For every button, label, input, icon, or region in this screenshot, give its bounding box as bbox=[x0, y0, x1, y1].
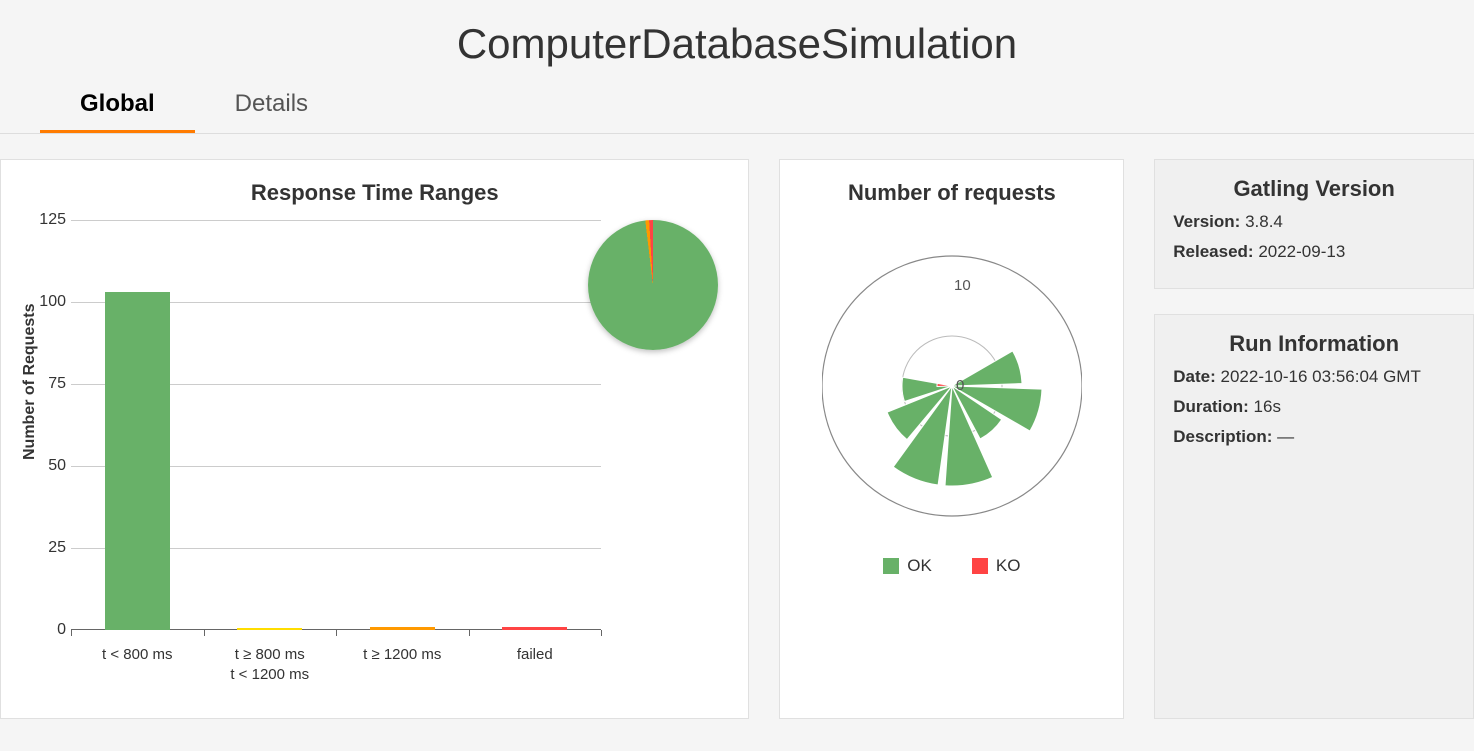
tab-global[interactable]: Global bbox=[40, 78, 195, 133]
tab-details[interactable]: Details bbox=[195, 78, 348, 133]
bar-label-0: t < 800 ms bbox=[77, 645, 197, 665]
released-value: 2022-09-13 bbox=[1258, 242, 1345, 261]
main-content: Response Time Ranges Number of Requests … bbox=[0, 134, 1474, 744]
response-time-barchart: 0255075100125t < 800 mst ≥ 800 mst < 120… bbox=[71, 220, 601, 630]
svg-text:0: 0 bbox=[956, 377, 964, 394]
requests-title: Number of requests bbox=[790, 180, 1113, 206]
bar-label-2: t ≥ 1200 ms bbox=[342, 645, 462, 665]
response-time-pie-inset bbox=[588, 220, 718, 350]
run-date-value: 2022-10-16 03:56:04 GMT bbox=[1221, 367, 1421, 386]
bar-label-1: t ≥ 800 mst < 1200 ms bbox=[210, 645, 330, 684]
bar-2 bbox=[370, 627, 435, 630]
run-panel: Run Information Date: 2022-10-16 03:56:0… bbox=[1154, 314, 1474, 719]
legend-ok: OK bbox=[883, 556, 932, 576]
run-title: Run Information bbox=[1173, 331, 1455, 357]
requests-legend: OK KO bbox=[790, 556, 1113, 576]
swatch-ko-icon bbox=[972, 558, 988, 574]
run-duration-label: Duration: bbox=[1173, 397, 1249, 416]
released-row: Released: 2022-09-13 bbox=[1173, 242, 1455, 262]
swatch-ok-icon bbox=[883, 558, 899, 574]
run-description-label: Description: bbox=[1173, 427, 1272, 446]
page-title: ComputerDatabaseSimulation bbox=[0, 0, 1474, 78]
version-row: Version: 3.8.4 bbox=[1173, 212, 1455, 232]
run-description-row: Description: — bbox=[1173, 427, 1455, 447]
run-date-label: Date: bbox=[1173, 367, 1216, 386]
bar-1 bbox=[237, 628, 302, 630]
info-column: Gatling Version Version: 3.8.4 Released:… bbox=[1154, 159, 1474, 719]
requests-polar-chart: 0 10 bbox=[822, 226, 1082, 526]
run-date-row: Date: 2022-10-16 03:56:04 GMT bbox=[1173, 367, 1455, 387]
svg-text:10: 10 bbox=[954, 277, 971, 294]
response-time-title: Response Time Ranges bbox=[26, 180, 723, 206]
tabs: Global Details bbox=[0, 78, 1474, 134]
bar-label-3: failed bbox=[475, 645, 595, 665]
bar-0 bbox=[105, 292, 170, 630]
response-time-panel: Response Time Ranges Number of Requests … bbox=[0, 159, 749, 719]
version-value: 3.8.4 bbox=[1245, 212, 1283, 231]
bar-3 bbox=[502, 627, 567, 630]
version-title: Gatling Version bbox=[1173, 176, 1455, 202]
run-duration-row: Duration: 16s bbox=[1173, 397, 1455, 417]
run-description-value: — bbox=[1277, 427, 1294, 446]
released-label: Released: bbox=[1173, 242, 1253, 261]
requests-panel: Number of requests 0 10 OK KO bbox=[779, 159, 1124, 719]
legend-ko: KO bbox=[972, 556, 1021, 576]
version-panel: Gatling Version Version: 3.8.4 Released:… bbox=[1154, 159, 1474, 289]
legend-ko-label: KO bbox=[996, 556, 1021, 576]
version-label: Version: bbox=[1173, 212, 1240, 231]
legend-ok-label: OK bbox=[907, 556, 932, 576]
run-duration-value: 16s bbox=[1254, 397, 1281, 416]
